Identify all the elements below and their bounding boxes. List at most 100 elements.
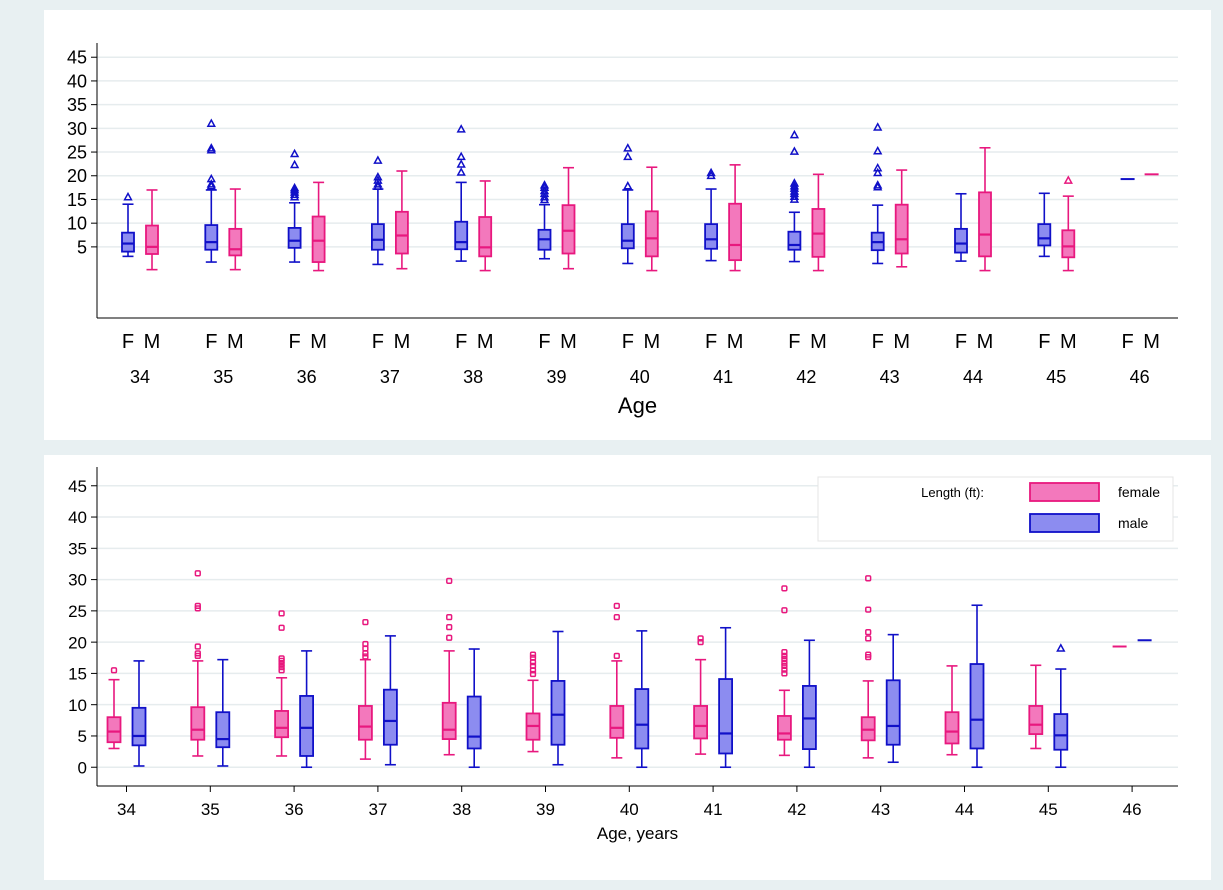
female-iqr-box-42: [777, 715, 792, 741]
female-box-35: [228, 188, 243, 271]
age-label-37: 37: [368, 800, 387, 819]
y-tick-label: 0: [78, 758, 87, 777]
female-iqr-box-35: [190, 706, 206, 741]
sex-label-f: F: [788, 331, 800, 353]
male-outlier-35: [206, 181, 216, 190]
age-label-39: 39: [536, 800, 555, 819]
sex-label-m: M: [310, 331, 327, 353]
male-box-42: [787, 129, 802, 263]
sex-label-f: F: [122, 331, 134, 353]
male-box-35: [215, 658, 231, 767]
female-outlier-42: [781, 648, 788, 656]
female-outlier-36: [278, 655, 285, 662]
female-outlier-35: [194, 602, 201, 610]
sex-label-m: M: [727, 331, 744, 353]
female-outlier-37: [362, 653, 369, 660]
female-outlier-42: [781, 659, 788, 666]
female-box-45: [1028, 664, 1044, 750]
y-tick-label: 25: [68, 602, 87, 621]
age-label-39: 39: [546, 367, 566, 387]
female-box-40: [644, 166, 659, 272]
male-iqr-box-37: [370, 223, 385, 251]
male-iqr-box-41: [718, 678, 733, 755]
male-iqr-box-39: [550, 680, 566, 746]
age-label-37: 37: [380, 367, 400, 387]
female-outlier-42: [781, 585, 788, 592]
age-label-36: 36: [297, 367, 317, 387]
male-box-35: [204, 118, 219, 263]
legend-label-female: female: [1118, 484, 1160, 500]
female-outlier-39: [529, 654, 537, 661]
female-outlier-36: [278, 664, 285, 671]
female-iqr-box-34: [145, 224, 159, 255]
male-outlier-40: [623, 181, 633, 190]
age-label-43: 43: [871, 800, 890, 819]
sex-label-m: M: [227, 331, 244, 353]
female-outlier-35: [194, 570, 201, 577]
male-outlier-35: [206, 143, 216, 152]
sex-label-m: M: [560, 331, 577, 353]
male-iqr-box-34: [121, 231, 135, 253]
male-iqr-box-45: [1053, 713, 1069, 751]
female-outlier-39: [529, 651, 537, 658]
male-outlier-36: [289, 182, 300, 192]
male-outlier-43: [873, 163, 883, 172]
male-outlier-43: [873, 122, 883, 131]
sex-label-m: M: [1060, 331, 1077, 353]
female-outlier-43: [865, 575, 872, 582]
male-iqr-box-44: [969, 663, 985, 750]
female-iqr-box-44: [978, 191, 992, 258]
sex-label-m: M: [643, 331, 660, 353]
legend-box: [817, 476, 1174, 542]
female-outlier-42: [781, 670, 788, 677]
sex-label-m: M: [394, 331, 411, 353]
male-box-40: [620, 143, 635, 265]
male-box-34: [131, 660, 147, 767]
female-iqr-box-34: [106, 716, 122, 744]
male-box-43: [870, 122, 885, 265]
female-box-39: [525, 651, 541, 753]
female-outlier-40: [613, 602, 620, 610]
female-outlier-38: [446, 623, 453, 631]
y-tick-label: 20: [68, 633, 87, 652]
y-tick-label: 25: [67, 143, 87, 163]
female-box-42: [777, 585, 792, 757]
sex-label-f: F: [1038, 331, 1050, 353]
female-box-42: [811, 173, 826, 272]
female-iqr-box-38: [441, 701, 457, 740]
y-tick-label: 30: [68, 571, 87, 590]
legend-swatch-female: [1029, 482, 1100, 502]
sex-label-f: F: [538, 331, 550, 353]
female-outlier-41: [697, 635, 704, 642]
male-outlier-35: [206, 179, 216, 188]
male-outlier-38: [456, 167, 466, 176]
male-box-40: [634, 630, 650, 769]
sex-label-m: M: [477, 331, 494, 353]
age-label-45: 45: [1039, 800, 1058, 819]
female-outlier-38: [446, 613, 453, 621]
age-label-45: 45: [1046, 367, 1066, 387]
age-label-46: 46: [1130, 367, 1150, 387]
age-label-42: 42: [787, 800, 806, 819]
female-box-40: [609, 602, 625, 759]
x-axis-title: Age, years: [597, 824, 678, 843]
female-outlier-39: [529, 662, 537, 670]
female-outlier-36: [278, 610, 285, 617]
female-iqr-box-40: [644, 210, 659, 258]
male-outlier-34: [123, 191, 133, 201]
age-label-34: 34: [130, 367, 150, 387]
male-iqr-box-42: [787, 230, 802, 251]
age-label-35: 35: [213, 367, 233, 387]
female-outlier-42: [781, 652, 788, 660]
female-iqr-box-36: [311, 215, 326, 263]
y-tick-label: 30: [67, 119, 87, 139]
female-box-36: [274, 610, 290, 757]
male-outlier-37: [373, 155, 383, 164]
female-outlier-43: [865, 651, 872, 658]
female-outlier-36: [278, 660, 285, 668]
male-box-41: [718, 626, 733, 769]
male-outlier-36: [289, 148, 300, 158]
male-outlier-38: [456, 151, 466, 161]
male-box-41: [704, 167, 718, 262]
